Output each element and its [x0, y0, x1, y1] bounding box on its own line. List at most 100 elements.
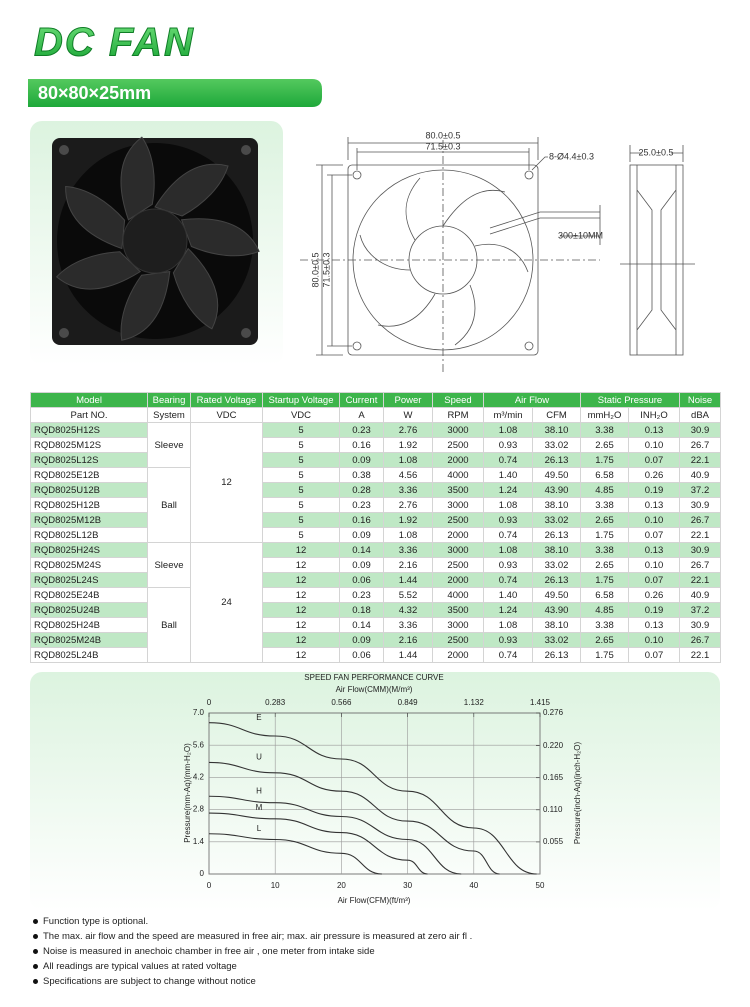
- x2-tick-label: 0.566: [331, 698, 352, 707]
- performance-curve: [208, 812, 428, 875]
- table-cell: 0.23: [339, 422, 384, 438]
- table-cell: INH₂O: [627, 407, 681, 423]
- x-axis-label: Air Flow(CFM)(ft/m³): [338, 896, 411, 905]
- table-cell: 0.09: [339, 527, 384, 543]
- note: Function type is optional.: [32, 914, 472, 929]
- note: All readings are typical values at rated…: [32, 959, 472, 974]
- table-cell: 43.90: [532, 482, 581, 498]
- center-line: [300, 140, 600, 375]
- table-row: Part NO. System VDC VDC A W RPM m³/min CFM mmH₂O I…: [30, 407, 722, 423]
- note: Specifications are subject to change wit…: [32, 974, 472, 989]
- table-cell: 3.36: [383, 482, 433, 498]
- table-cell: 5: [262, 512, 340, 528]
- table-cell: 1.08: [483, 497, 533, 513]
- table-cell: 22.1: [679, 572, 722, 588]
- table-row: RQD8025L24B 12 0.06 1.44 2000 0.74 26.13 1.75 0.…: [30, 647, 722, 663]
- table-cell: 26.13: [532, 452, 581, 468]
- table-cell: 3500: [432, 482, 484, 498]
- table-cell: 1.08: [483, 422, 533, 438]
- curve-label: M: [256, 803, 263, 812]
- table-cell: 26.7: [679, 512, 722, 528]
- table-cell: RQD8025L24B: [30, 647, 148, 663]
- table-cell: 38.10: [532, 542, 581, 558]
- note: The max. air flow and the speed are meas…: [32, 929, 472, 944]
- side-detail: [636, 165, 677, 355]
- table-cell: 24: [190, 542, 263, 663]
- table-cell: 1.75: [580, 572, 629, 588]
- table-row: RQD8025M24S 12 0.09 2.16 2500 0.93 33.02 2.65 0.…: [30, 557, 722, 573]
- table-cell: 1.08: [383, 452, 433, 468]
- table-cell: RQD8025M12S: [30, 437, 148, 453]
- y2-tick-label: 0.055: [543, 837, 564, 846]
- table-row: RQD8025H24S Sleeve 24 12 0.14 3.36 3000 1.08 38.…: [30, 542, 722, 663]
- x2-tick-label: 0: [207, 698, 212, 707]
- table-cell: 5: [262, 467, 340, 483]
- table-cell: 0.16: [339, 512, 384, 528]
- table-cell: 0.13: [627, 422, 681, 438]
- leader-line: [531, 156, 601, 245]
- table-cell: RQD8025H12S: [30, 422, 148, 438]
- table-cell: Noise: [679, 392, 722, 408]
- x2-tick-label: 1.415: [530, 698, 551, 707]
- dimension-label: 71.5±0.3: [426, 141, 461, 151]
- fan-blade: [120, 136, 155, 221]
- table-cell: 37.2: [679, 602, 722, 618]
- table-cell: 5: [262, 527, 340, 543]
- table-cell: 2500: [432, 512, 484, 528]
- table-cell: 3000: [432, 422, 484, 438]
- fan-blade: [180, 218, 260, 257]
- x-tick-label: 10: [271, 881, 280, 890]
- performance-curve: [208, 795, 462, 875]
- table-cell: 1.08: [383, 527, 433, 543]
- table-cell: Sleeve: [147, 542, 191, 588]
- side-view: [620, 145, 695, 356]
- y2-tick-label: 0.276: [543, 708, 564, 717]
- table-cell: 33.02: [532, 512, 581, 528]
- table-cell: RQD8025L12B: [30, 527, 148, 543]
- table-cell: Power: [383, 392, 433, 408]
- table-cell: VDC: [262, 407, 340, 423]
- table-cell: 33.02: [532, 437, 581, 453]
- y-tick-label: 4.2: [193, 773, 205, 782]
- fan-hub: [122, 208, 188, 274]
- table-cell: 12: [262, 632, 340, 648]
- table-cell: Model: [30, 392, 148, 408]
- performance-curve: [208, 833, 382, 875]
- table-cell: 0.38: [339, 467, 384, 483]
- table-cell: 49.50: [532, 587, 581, 603]
- y2-axis-label: Pressure(inch-Aq)(inch-H₂O): [573, 742, 582, 845]
- table-cell: 2.65: [580, 557, 629, 573]
- table-cell: 12: [262, 557, 340, 573]
- table-cell: 26.7: [679, 557, 722, 573]
- table-cell: RQD8025M24B: [30, 632, 148, 648]
- table-row: Model Bearing Rated Voltage Startup Voltage…: [30, 392, 722, 408]
- table-cell: 0.06: [339, 572, 384, 588]
- table-cell: 0.09: [339, 452, 384, 468]
- table-cell: 0.74: [483, 527, 533, 543]
- table-cell: RQD8025H12B: [30, 497, 148, 513]
- table-cell: RQD8025H24S: [30, 542, 148, 558]
- table-cell: 1.40: [483, 467, 533, 483]
- table-cell: 1.44: [383, 572, 433, 588]
- table-cell: 26.13: [532, 647, 581, 663]
- note: Noise is measured in anechoic chamber in…: [32, 944, 472, 959]
- table-cell: VDC: [190, 407, 263, 423]
- table-cell: 26.13: [532, 572, 581, 588]
- table-cell: RQD8025U24B: [30, 602, 148, 618]
- x-tick-label: 40: [469, 881, 478, 890]
- table-cell: 5: [262, 422, 340, 438]
- front-view: [300, 137, 601, 375]
- table-cell: 0.07: [627, 452, 681, 468]
- drawing-labels: 80.0±0.5 71.5±0.3 8-Ø4.4±0.3 300±10MM 25…: [310, 130, 673, 287]
- table-cell: 3.36: [383, 617, 433, 633]
- table-cell: 0.93: [483, 437, 533, 453]
- table-cell: 3.38: [580, 497, 629, 513]
- table-row: RQD8025E24B Ball 12 0.23 5.52 4000 1.40 49.50 6.…: [30, 587, 722, 663]
- dimension-label: 80.0±0.5: [310, 253, 320, 288]
- table-row: RQD8025H12B 5 0.23 2.76 3000 1.08 38.10 3.38 0.1…: [30, 497, 722, 513]
- size-banner: [28, 79, 322, 107]
- table-cell: 1.92: [383, 437, 433, 453]
- table-cell: Startup Voltage: [262, 392, 340, 408]
- table-cell: 3.36: [383, 542, 433, 558]
